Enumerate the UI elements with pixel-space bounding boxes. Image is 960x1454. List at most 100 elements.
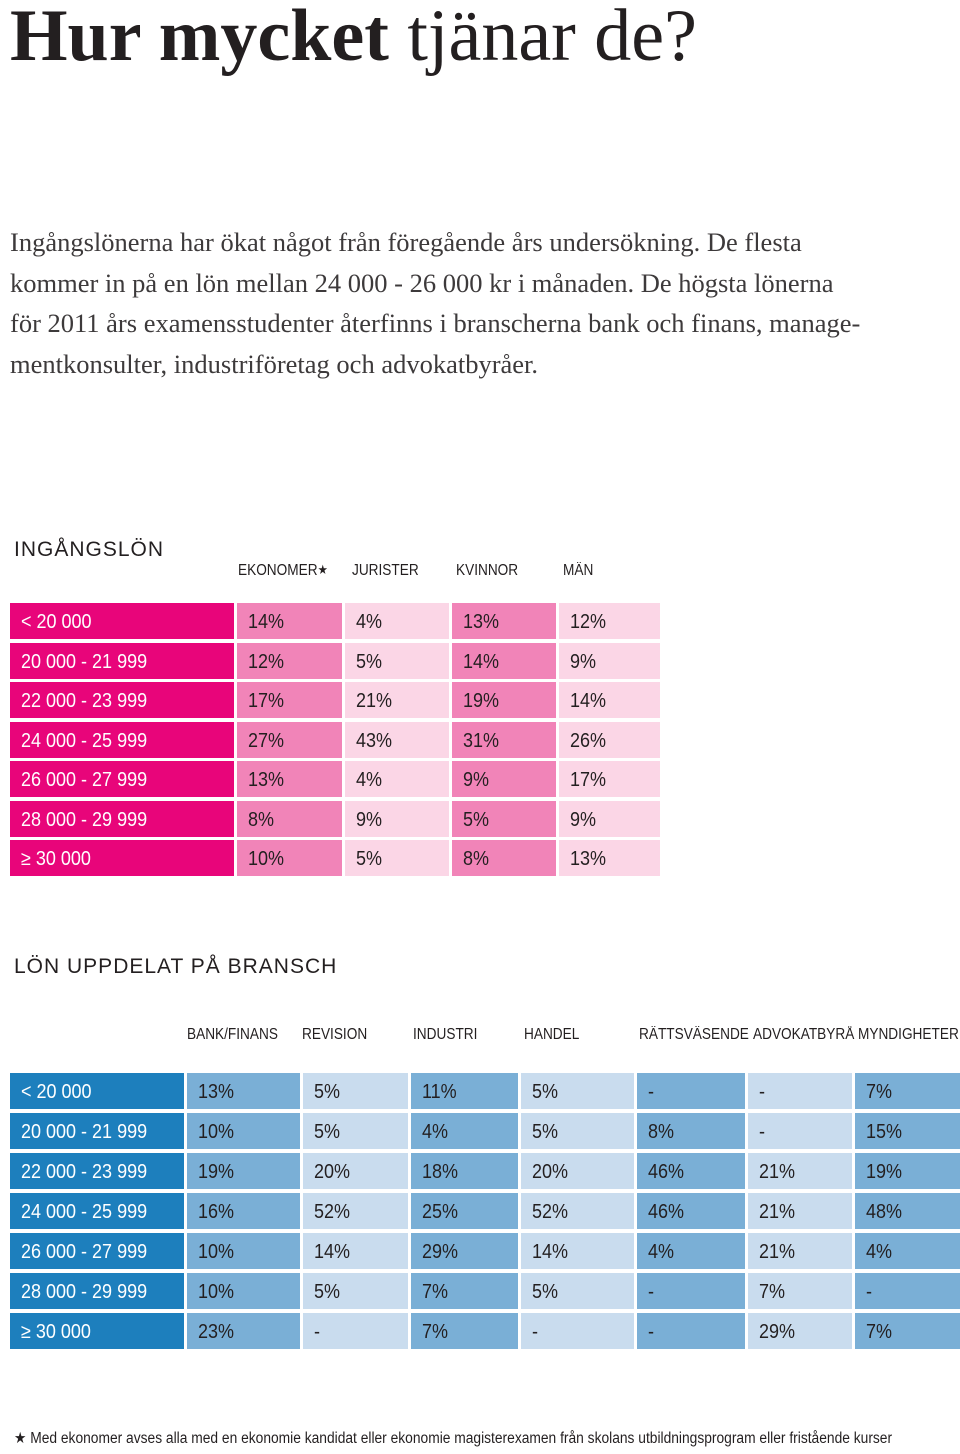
table-cell: 12% <box>237 642 342 679</box>
table-cell-text: 20% <box>314 1161 351 1183</box>
table-cell: 26% <box>559 721 660 758</box>
table-cell-text: 4% <box>422 1121 449 1143</box>
table-cell: 13% <box>559 840 660 876</box>
row-label: 22 000 - 23 999 <box>10 682 234 718</box>
table-cell-text: 5% <box>314 1081 341 1103</box>
table-cell: 31% <box>452 721 556 758</box>
table-cell-text: 7% <box>866 1081 893 1103</box>
table-cell-text: 4% <box>356 611 383 633</box>
row-label-text: ≥ 30 000 <box>21 1321 91 1343</box>
table-cell-text: 14% <box>248 611 285 633</box>
table-cell: 16% <box>187 1193 300 1229</box>
table-cell: 14% <box>521 1233 634 1269</box>
table-cell: - <box>748 1073 852 1109</box>
star-icon: ★ <box>317 562 328 577</box>
row-label-text: 26 000 - 27 999 <box>21 1241 148 1263</box>
table-cell: 14% <box>237 603 342 639</box>
row-label: 22 000 - 23 999 <box>10 1153 184 1189</box>
table-cell: 9% <box>559 642 660 679</box>
table-cell: 8% <box>452 840 556 876</box>
table2-column-header: MYNDIGHETER <box>858 1026 959 1043</box>
row-label: 28 000 - 29 999 <box>10 800 234 837</box>
page-title: Hur mycket tjänar de? <box>10 0 697 86</box>
table-cell-text: 14% <box>570 690 607 712</box>
table-cell-text: 4% <box>866 1241 893 1263</box>
table-cell: 7% <box>411 1313 518 1349</box>
table-cell: 15% <box>855 1113 960 1149</box>
row-label-text: 22 000 - 23 999 <box>21 1161 148 1183</box>
table-cell-text: 13% <box>248 769 285 791</box>
table-cell-text: 21% <box>356 690 393 712</box>
table-cell: 7% <box>855 1073 960 1109</box>
row-label-text: 20 000 - 21 999 <box>21 650 148 673</box>
table-cell-text: 5% <box>532 1281 559 1303</box>
table-cell-text: 7% <box>759 1281 786 1303</box>
table-cell: 13% <box>452 603 556 639</box>
row-label: 26 000 - 27 999 <box>10 1233 184 1269</box>
table-cell: 21% <box>748 1193 852 1229</box>
table-cell-text: 13% <box>463 611 500 633</box>
table-cell-text: 7% <box>422 1321 449 1343</box>
table1-title: INGÅNGSLÖN <box>14 538 165 561</box>
title-bold: Hur mycket <box>10 0 389 77</box>
table-cell: 20% <box>521 1153 634 1189</box>
table-cell: 9% <box>452 761 556 797</box>
table-cell-text: 17% <box>248 690 285 712</box>
row-label-text: < 20 000 <box>21 1081 92 1103</box>
table-cell: 29% <box>411 1233 518 1269</box>
table-cell-text: 5% <box>532 1121 559 1143</box>
table-cell-text: 29% <box>422 1241 459 1263</box>
table-cell: 17% <box>559 761 660 797</box>
table-cell: 9% <box>345 800 449 837</box>
row-label-text: ≥ 30 000 <box>21 848 91 870</box>
table-cell: 4% <box>855 1233 960 1269</box>
table-cell-text: 5% <box>532 1081 559 1103</box>
table-cell-text: 19% <box>198 1161 235 1183</box>
footnote-star-icon: ★ <box>14 1430 27 1447</box>
table1-header-ekonomer: EKONOMER★ <box>238 562 328 579</box>
row-label: 26 000 - 27 999 <box>10 761 234 797</box>
table1-header-kvinnor: KVINNOR <box>456 562 519 579</box>
table-cell: - <box>637 1313 745 1349</box>
table-cell-text: 23% <box>198 1321 235 1343</box>
table-cell-text: 52% <box>314 1201 351 1223</box>
table-cell: 11% <box>411 1073 518 1109</box>
table-cell-text: 12% <box>570 611 607 633</box>
table-cell: 19% <box>452 682 556 718</box>
table-cell: 46% <box>637 1193 745 1229</box>
table2-column-header: INDUSTRI <box>413 1026 478 1043</box>
table-cell: 10% <box>187 1113 300 1149</box>
row-label: < 20 000 <box>10 603 234 639</box>
table-cell: 10% <box>237 840 342 876</box>
table-cell-text: 13% <box>198 1081 235 1103</box>
table-cell-text: 4% <box>648 1241 675 1263</box>
table-cell-text: - <box>648 1081 655 1103</box>
row-label-text: 20 000 - 21 999 <box>21 1121 148 1143</box>
row-label: 20 000 - 21 999 <box>10 1113 184 1149</box>
table-cell-text: - <box>532 1321 539 1343</box>
table-cell: 5% <box>521 1113 634 1149</box>
table-cell-text: 25% <box>422 1201 459 1223</box>
table2-column-header: REVISION <box>302 1026 368 1043</box>
table-cell-text: 46% <box>648 1201 685 1223</box>
table-cell: 5% <box>345 840 449 876</box>
table-cell-text: 43% <box>356 729 393 752</box>
table2-column-header: ADVOKATBYRÅ <box>753 1026 855 1043</box>
table-cell: 4% <box>345 603 449 639</box>
table-cell: 5% <box>452 800 556 837</box>
table-cell: 5% <box>303 1073 408 1109</box>
table-cell: 19% <box>855 1153 960 1189</box>
table-cell: 48% <box>855 1193 960 1229</box>
table-cell: 21% <box>345 682 449 718</box>
table-cell: 14% <box>559 682 660 718</box>
row-label-text: < 20 000 <box>21 611 92 633</box>
table-cell: 13% <box>187 1073 300 1109</box>
table-cell-text: 46% <box>648 1161 685 1183</box>
intro-paragraph: Ingångslönerna har ökat något från föreg… <box>10 222 955 384</box>
table-cell-text: 48% <box>866 1201 903 1223</box>
table-cell-text: - <box>314 1321 321 1343</box>
table-cell: 8% <box>237 800 342 837</box>
table-cell-text: 12% <box>248 650 285 673</box>
table-cell: 52% <box>303 1193 408 1229</box>
table-cell-text: 19% <box>866 1161 903 1183</box>
